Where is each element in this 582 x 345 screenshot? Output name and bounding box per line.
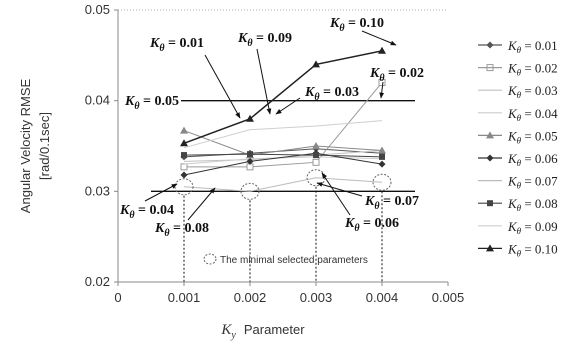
annotation-label-3: Kθ = 0.02 <box>369 66 424 84</box>
data-point <box>313 152 319 159</box>
note-text: The minimal selected parameters <box>220 255 368 266</box>
series-line-9 <box>183 120 383 149</box>
annotation-label-7: Kθ = 0.07 <box>364 194 419 212</box>
legend-label-5: Kθ = 0.05 <box>507 128 558 145</box>
data-point <box>378 46 386 54</box>
legend-label-6: Kθ = 0.06 <box>507 151 558 168</box>
x-tick-label: 0.003 <box>300 290 333 305</box>
legend-label-4: Kθ = 0.04 <box>507 106 558 123</box>
legend-label-2: Kθ = 0.02 <box>507 61 558 78</box>
y-axis-title: Angular Velocity RMSE <box>18 78 33 213</box>
highlight-circle-3 <box>372 173 392 191</box>
annotation-arrow-8 <box>187 187 216 221</box>
x-tick-label: 0.001 <box>168 290 201 305</box>
legend-label-9: Kθ = 0.09 <box>507 219 558 236</box>
x-tick-label: 0 <box>114 290 121 305</box>
series-line-6 <box>183 152 383 176</box>
series-line-2 <box>184 82 383 168</box>
data-point <box>180 139 188 147</box>
x-tick-label: 0.002 <box>234 290 267 305</box>
series-line-5 <box>183 130 383 156</box>
series-line-8 <box>183 153 383 158</box>
y-tick-label: 0.02 <box>85 274 110 289</box>
y-tick-label: 0.04 <box>85 93 110 108</box>
annotation-label-4: Kθ = 0.05 <box>124 94 179 112</box>
data-point <box>246 157 254 165</box>
data-point <box>312 142 320 149</box>
annotation-arrow-6 <box>144 183 178 202</box>
legend-label-1: Kθ = 0.01 <box>507 38 558 55</box>
annotation-arrow-3 <box>379 81 385 99</box>
y-axis-unit: [rad/0.1sec] <box>37 112 52 180</box>
legend-label-7: Kθ = 0.07 <box>507 174 558 191</box>
y-tick-label: 0.05 <box>85 2 110 17</box>
annotation-bg <box>122 94 182 112</box>
legend-label-3: Kθ = 0.03 <box>507 83 558 100</box>
data-point <box>181 152 187 159</box>
annotation-label-6: Kθ = 0.04 <box>119 203 174 221</box>
annotation-arrow-2 <box>256 48 272 115</box>
data-point <box>379 153 385 160</box>
data-point <box>180 126 188 134</box>
x-axis-title: Ky Parameter <box>220 322 305 341</box>
annotation-label-9: Kθ = 0.06 <box>344 216 399 234</box>
annotation-label-0: Kθ = 0.10 <box>329 16 384 34</box>
annotation-arrow-0 <box>361 30 397 46</box>
data-point <box>312 60 320 68</box>
series-line-7 <box>183 177 383 192</box>
data-point <box>378 160 386 168</box>
data-point <box>378 79 386 87</box>
annotation-label-1: Kθ = 0.01 <box>149 36 204 54</box>
series-line-10 <box>183 50 383 144</box>
data-point <box>180 171 188 179</box>
legend: Kθ = 0.01 Kθ = 0.02 Kθ = 0.03 Kθ = 0.04 Kθ =… <box>478 38 558 258</box>
annotation-arrow-7 <box>316 182 363 197</box>
data-point <box>312 158 320 166</box>
annotation-label-5: Kθ = 0.03 <box>304 85 359 103</box>
data-point <box>180 163 188 171</box>
annotation-arrow-9 <box>321 172 351 216</box>
data-point <box>246 114 254 122</box>
note-circle-icon <box>203 253 217 265</box>
annotations: Kθ = 0.10 Kθ = 0.01 Kθ = 0.09 Kθ = 0.02 Kθ =… <box>119 16 424 266</box>
annotation-arrow-1 <box>204 54 241 119</box>
data-point <box>247 151 253 158</box>
x-tick-label: 0.004 <box>366 290 399 305</box>
annotation-arrow-5 <box>275 97 301 115</box>
highlight-circle-0 <box>174 178 194 196</box>
annotation-label-8: Kθ = 0.08 <box>154 221 209 239</box>
legend-label-8: Kθ = 0.08 <box>507 196 558 213</box>
annotation-label-2: Kθ = 0.09 <box>237 31 292 49</box>
legend-label-10: Kθ = 0.10 <box>507 241 558 258</box>
x-tick-label: 0.005 <box>432 290 465 305</box>
axes: 0.02 0.03 0.04 0.05 0 0.001 0.002 0.003 0.004 0.0… <box>18 2 464 341</box>
y-tick-label: 0.03 <box>85 183 110 198</box>
data-point <box>378 146 386 154</box>
plot-area <box>151 41 494 282</box>
highlight-circle-1 <box>240 182 260 200</box>
